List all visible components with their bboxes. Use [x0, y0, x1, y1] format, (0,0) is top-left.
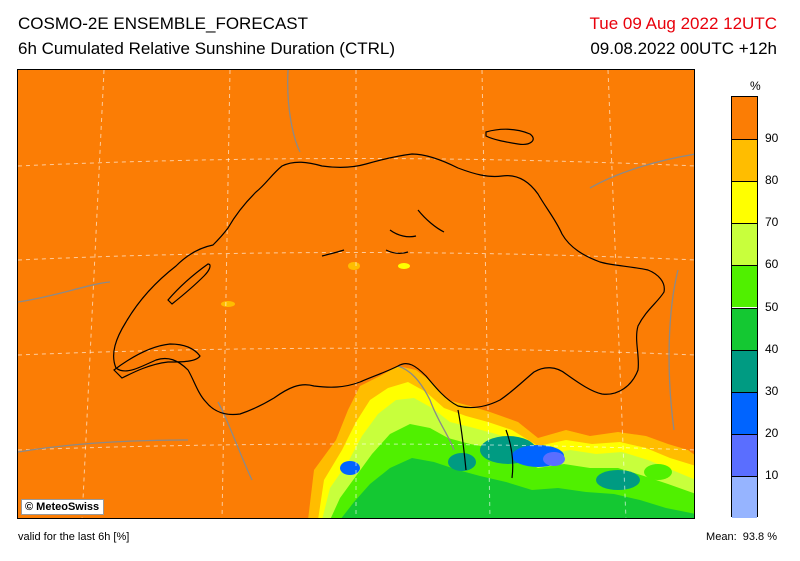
legend-swatch [732, 181, 757, 224]
mean-value: 93.8 % [742, 531, 777, 543]
legend-swatch [732, 475, 757, 518]
valid-datetime: Tue 09 Aug 2022 12UTC [589, 14, 777, 33]
legend-swatch [732, 349, 757, 392]
lat-lon-grid [18, 70, 694, 518]
legend-swatch [732, 223, 757, 266]
sunshine-map[interactable]: © MeteoSwiss [17, 69, 695, 519]
copyright-label: © MeteoSwiss [21, 499, 105, 515]
legend-swatch [732, 139, 757, 182]
swiss-border [113, 128, 665, 479]
run-info: 09.08.2022 00UTC +12h [590, 39, 777, 58]
legend-swatch [732, 391, 757, 434]
valid-note: valid for the last 6h [%] [18, 531, 130, 543]
title-line-2: 6h Cumulated Relative Sunshine Duration … [18, 39, 396, 58]
sunshine-field [221, 262, 694, 518]
map-canvas [18, 70, 694, 518]
mean-label: Mean: [706, 531, 737, 543]
legend-swatch [732, 265, 757, 308]
mean-readout: Mean: 93.8 % [706, 531, 777, 543]
legend-colorbar [731, 96, 758, 518]
legend-tick-label: 50 [765, 299, 779, 314]
legend-tick-label: 20 [765, 425, 779, 440]
legend-swatch [732, 97, 757, 140]
legend-swatch [732, 307, 757, 350]
legend-tick-label: 70 [765, 215, 779, 230]
legend-swatch [732, 433, 757, 476]
legend-tick-label: 30 [765, 383, 779, 398]
legend-tick-label: 60 [765, 257, 779, 272]
legend-tick-label: 80 [765, 173, 779, 188]
legend-unit: % [750, 79, 761, 93]
legend-tick-label: 90 [765, 131, 779, 146]
legend-tick-label: 10 [765, 467, 779, 482]
country-borders [18, 70, 694, 481]
legend-tick-label: 40 [765, 341, 779, 356]
title-line-1: COSMO-2E ENSEMBLE_FORECAST [18, 14, 309, 33]
